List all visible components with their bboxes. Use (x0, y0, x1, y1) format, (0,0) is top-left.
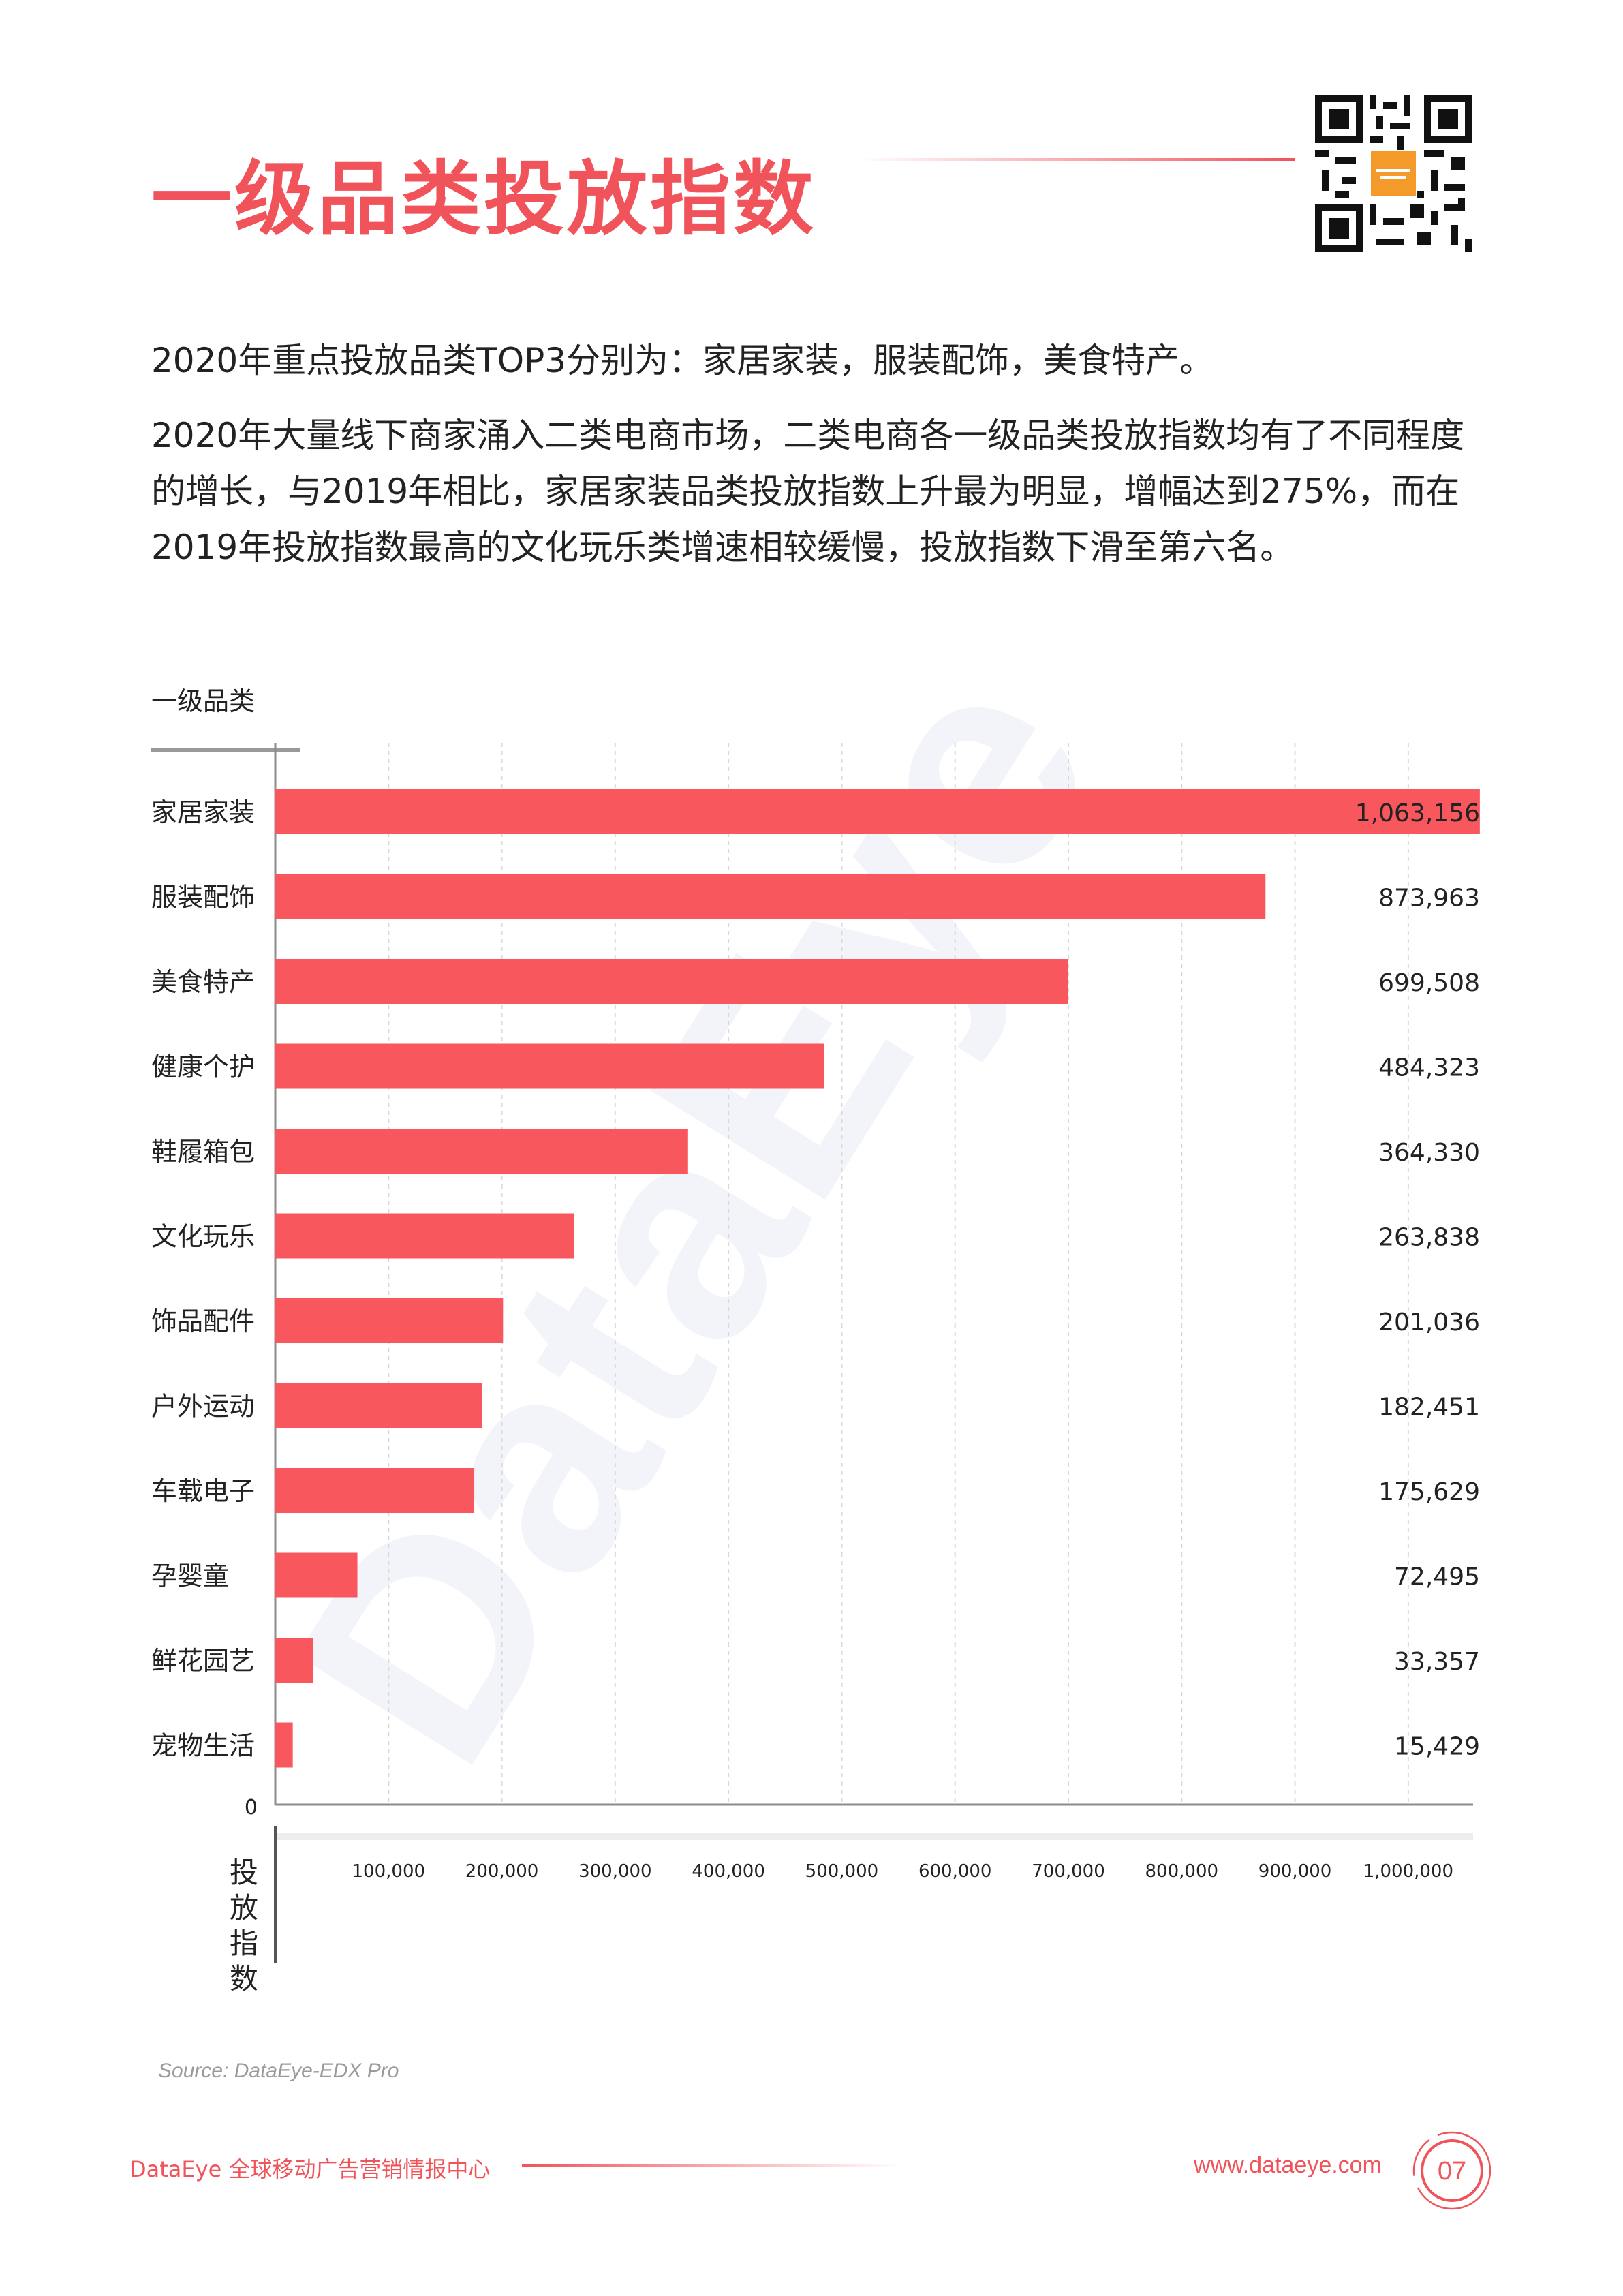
category-label: 健康个护 (151, 1052, 255, 1082)
category-label: 户外运动 (151, 1392, 255, 1422)
bar (275, 1043, 824, 1089)
bar (275, 874, 1266, 919)
value-label: 364,330 (1378, 1139, 1480, 1167)
category-label: 鲜花园艺 (151, 1646, 255, 1676)
bar (275, 1552, 358, 1598)
category-label: 家居家装 (151, 797, 255, 827)
footer-link[interactable]: www.dataeye.com (1194, 2152, 1382, 2178)
value-label: 263,838 (1378, 1224, 1480, 1252)
value-label: 33,357 (1394, 1648, 1480, 1676)
category-label: 文化玩乐 (151, 1222, 255, 1252)
x-tick-label: 900,000 (1258, 1861, 1332, 1882)
x-tick-label: 800,000 (1145, 1861, 1219, 1882)
x-axis-title-char: 投 (230, 1856, 258, 1889)
x-tick-label: 600,000 (918, 1861, 992, 1882)
value-label: 484,323 (1378, 1054, 1480, 1082)
x-axis-title-char: 放 (230, 1891, 258, 1925)
value-label: 873,963 (1378, 885, 1480, 913)
x-axis-title-char: 数 (230, 1962, 258, 1995)
bar (275, 959, 1068, 1004)
x-tick-label: 1,000,000 (1363, 1861, 1453, 1882)
x-axis-title-char: 指 (230, 1927, 258, 1960)
x-tick-label: 700,000 (1032, 1861, 1105, 1882)
page-title: 一级品类投放指数 (151, 152, 817, 246)
category-label: 服装配饰 (151, 883, 255, 913)
value-label: 175,629 (1378, 1478, 1480, 1506)
x-tick-label: 100,000 (352, 1861, 426, 1882)
bar (275, 1213, 574, 1259)
source-note: Source: DataEye-EDX Pro (158, 2060, 399, 2082)
x-tick-label: 500,000 (805, 1861, 879, 1882)
x-tick-label: 200,000 (465, 1861, 539, 1882)
category-label: 鞋履箱包 (151, 1137, 255, 1167)
title-divider (859, 158, 1295, 161)
y-axis-title: 一级品类 (151, 686, 256, 716)
value-label: 72,495 (1394, 1563, 1480, 1591)
bar (275, 1638, 313, 1683)
bar (275, 1383, 482, 1428)
category-label: 孕婴童 (151, 1561, 229, 1591)
x-tick-label: 300,000 (578, 1861, 652, 1882)
qr-code-icon (1315, 95, 1472, 252)
value-label: 182,451 (1378, 1394, 1480, 1422)
bar (275, 1298, 504, 1343)
bar (275, 1468, 475, 1513)
category-label: 饰品配件 (151, 1306, 255, 1336)
x-axis-strip (275, 1833, 1473, 1840)
intro-text-1: 2020年重点投放品类TOP3分别为：家居家装，服装配饰，美食特产。 (151, 341, 1214, 380)
page-number: 07 (1438, 2157, 1466, 2186)
y-axis-title-underline (151, 748, 300, 752)
footer-divider (522, 2164, 903, 2167)
category-label: 美食特产 (151, 967, 255, 997)
value-label: 1,063,156 (1355, 799, 1480, 827)
category-label: 宠物生活 (151, 1731, 255, 1761)
value-label: 699,508 (1378, 969, 1480, 997)
intro-text-2: 2020年大量线下商家涌入二类电商市场，二类电商各一级品类投放指数均有了不同程度… (151, 416, 1465, 567)
page-number-badge: 07 (1412, 2131, 1491, 2210)
zero-label: 0 (245, 1796, 258, 1820)
bar (275, 789, 1480, 834)
x-tick-label: 400,000 (692, 1861, 765, 1882)
footer-brand: DataEye 全球移动广告营销情报中心 (129, 2156, 491, 2182)
value-label: 201,036 (1378, 1308, 1480, 1336)
bar (275, 1722, 293, 1768)
value-label: 15,429 (1394, 1733, 1480, 1761)
category-label: 车载电子 (151, 1476, 255, 1506)
bar (275, 1129, 688, 1174)
